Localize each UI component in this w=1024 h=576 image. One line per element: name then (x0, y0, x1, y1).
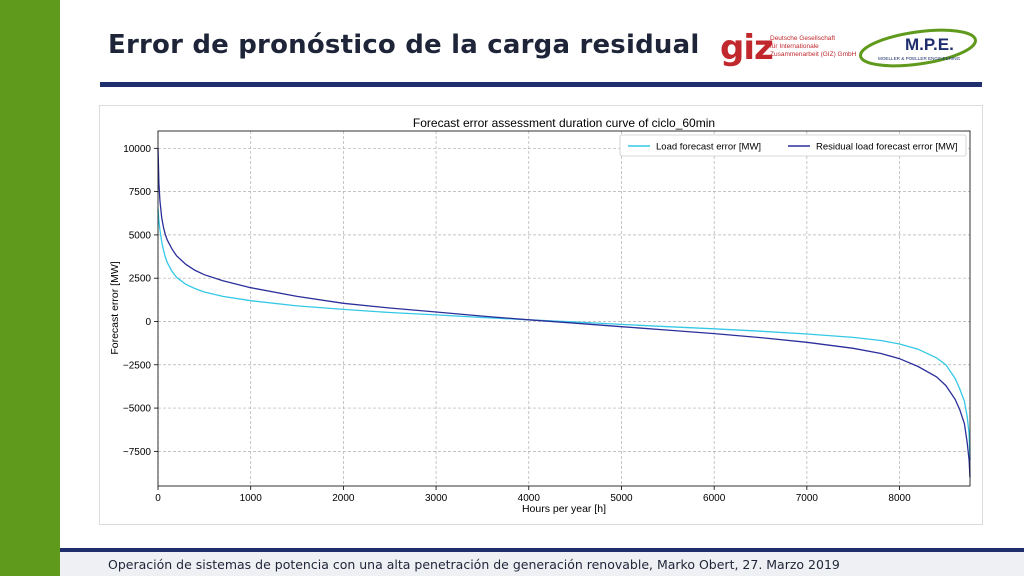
y-tick-label: −5000 (123, 404, 152, 415)
footer-bar (60, 552, 1024, 576)
x-axis-label: Hours per year [h] (522, 503, 606, 515)
mpe-logo-mark: M.P.E. (905, 35, 954, 54)
giz-logo: giz Deutsche Gesellschaft für Internatio… (720, 30, 856, 70)
legend-label-1: Residual load forecast error [MW] (816, 142, 958, 153)
header-rule (100, 82, 982, 87)
footer-text: Operación de sistemas de potencia con un… (108, 557, 840, 572)
y-axis-label: Forecast error [MW] (109, 261, 121, 354)
x-tick-label: 7000 (796, 493, 819, 504)
series-line-0 (157, 208, 971, 461)
y-tick-label: 5000 (129, 230, 152, 241)
axes: 0 1000 2000 3000 4000 5000 6000 7000 8000 −7500 −5… (123, 144, 911, 504)
x-tick-label: 6000 (703, 493, 726, 504)
x-tick-label: 3000 (425, 493, 448, 504)
slide-title: Error de pronóstico de la carga residual (108, 30, 700, 60)
legend: Load forecast error [MW] Residual load fo… (619, 134, 967, 157)
series-line-1 (157, 148, 971, 478)
y-tick-label: 10000 (123, 144, 151, 155)
plot-frame (157, 130, 971, 487)
x-tick-label: 1000 (240, 493, 263, 504)
giz-logo-mark: giz (720, 28, 774, 68)
chart-title: Forecast error assessment duration curve… (413, 116, 715, 130)
mpe-logo: M.P.E. MOELLER & POELLER ENGINEERING (859, 28, 977, 68)
giz-logo-text: Deutsche Gesellschaft für Internationale… (770, 35, 857, 58)
x-tick-label: 8000 (888, 493, 911, 504)
y-tick-label: 0 (145, 317, 151, 328)
x-tick-label: 5000 (610, 493, 633, 504)
y-tick-label: 2500 (129, 274, 152, 285)
duration-curve-chart: Forecast error assessment duration curve… (109, 116, 971, 515)
chart-panel: Forecast error assessment duration curve… (100, 106, 982, 524)
grid (157, 131, 970, 486)
y-tick-label: 7500 (129, 187, 152, 198)
accent-sidebar (0, 0, 60, 576)
y-tick-label: −2500 (123, 360, 152, 371)
legend-label-0: Load forecast error [MW] (656, 142, 761, 153)
y-tick-label: −7500 (123, 447, 152, 458)
x-tick-label: 2000 (332, 493, 355, 504)
x-tick-label: 4000 (518, 493, 541, 504)
mpe-logo-subtitle: MOELLER & POELLER ENGINEERING (878, 56, 961, 61)
mpe-logo-swoosh (859, 28, 977, 68)
footer-rule (60, 548, 1024, 552)
series-lines (157, 148, 971, 478)
x-tick-label: 0 (155, 493, 161, 504)
